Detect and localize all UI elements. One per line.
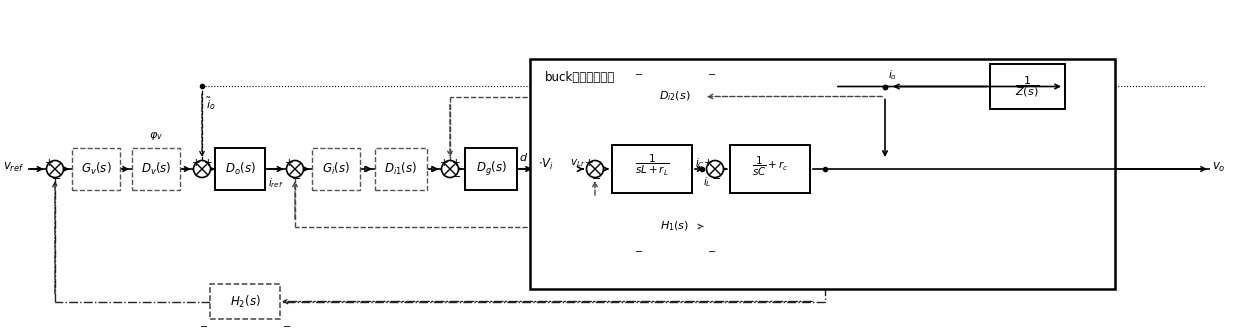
Bar (645, 209, 706, 244)
Text: +: + (451, 159, 460, 168)
Bar (210, 284, 280, 319)
Bar (730, 145, 810, 193)
Bar (613, 145, 692, 193)
Text: $-$: $-$ (712, 172, 722, 182)
Text: $D_v(s)$: $D_v(s)$ (140, 161, 171, 177)
Text: $\dfrac{1}{sL+r_L}$: $\dfrac{1}{sL+r_L}$ (635, 153, 670, 178)
Text: +: + (203, 159, 212, 168)
Text: $-$: $-$ (634, 245, 644, 255)
Text: $D_{i1}(s)$: $D_{i1}(s)$ (384, 161, 418, 177)
Text: $H_1(s)$: $H_1(s)$ (661, 220, 689, 233)
Text: $d$: $d$ (520, 151, 528, 163)
Bar (312, 148, 360, 190)
Text: $-$: $-$ (707, 68, 717, 78)
Bar (529, 59, 1115, 289)
Text: $\cdot V_i$: $\cdot V_i$ (538, 156, 554, 172)
Circle shape (707, 161, 723, 177)
Text: $\varphi_v$: $\varphi_v$ (149, 130, 162, 142)
Text: $i_L$: $i_L$ (703, 175, 712, 189)
Text: $-$: $-$ (451, 170, 461, 180)
Bar (465, 148, 517, 190)
Text: +: + (704, 159, 713, 168)
Text: $D_{i2}(s)$: $D_{i2}(s)$ (660, 90, 691, 103)
Text: $v_o$: $v_o$ (1211, 160, 1225, 174)
Text: $v_{Lr}$: $v_{Lr}$ (570, 157, 585, 169)
Text: $i_C$: $i_C$ (694, 156, 704, 170)
Bar (534, 145, 580, 193)
Circle shape (193, 161, 211, 177)
Text: +: + (192, 159, 201, 168)
Text: $\dfrac{1}{Z(s)}$: $\dfrac{1}{Z(s)}$ (1016, 74, 1039, 99)
Text: $G_i(s)$: $G_i(s)$ (322, 161, 350, 177)
Text: $G_v(s)$: $G_v(s)$ (81, 161, 112, 177)
Bar (131, 148, 180, 190)
Text: $i_{ref}$: $i_{ref}$ (268, 176, 284, 190)
Text: $D_g(s)$: $D_g(s)$ (475, 160, 506, 178)
Text: $\tilde{i}_o$: $\tilde{i}_o$ (206, 96, 216, 113)
Text: $-$: $-$ (634, 68, 644, 78)
Text: $H_2(s)$: $H_2(s)$ (229, 294, 260, 310)
Text: buck变换器主电路: buck变换器主电路 (546, 71, 615, 84)
Text: $-$: $-$ (291, 172, 301, 182)
Bar (215, 148, 265, 190)
Bar (990, 64, 1065, 109)
Bar (72, 148, 120, 190)
Text: $-$: $-$ (51, 172, 62, 182)
Text: $-$: $-$ (707, 245, 717, 255)
Text: +: + (585, 159, 593, 168)
Text: $\dfrac{1}{sC}+r_c$: $\dfrac{1}{sC}+r_c$ (751, 154, 789, 178)
Bar (645, 79, 706, 114)
Text: $-$: $-$ (198, 320, 208, 330)
Text: $-$: $-$ (281, 320, 291, 330)
Bar (374, 148, 427, 190)
Circle shape (587, 161, 604, 177)
Text: +: + (440, 159, 449, 168)
Circle shape (286, 161, 304, 177)
Text: +: + (45, 159, 53, 168)
Text: $i_o$: $i_o$ (888, 69, 897, 82)
Circle shape (441, 161, 459, 177)
Text: $-$: $-$ (591, 172, 601, 182)
Circle shape (47, 161, 63, 177)
Text: $D_o(s)$: $D_o(s)$ (224, 161, 255, 177)
Text: $v_{ref}$: $v_{ref}$ (2, 160, 25, 174)
Text: +: + (285, 159, 294, 168)
